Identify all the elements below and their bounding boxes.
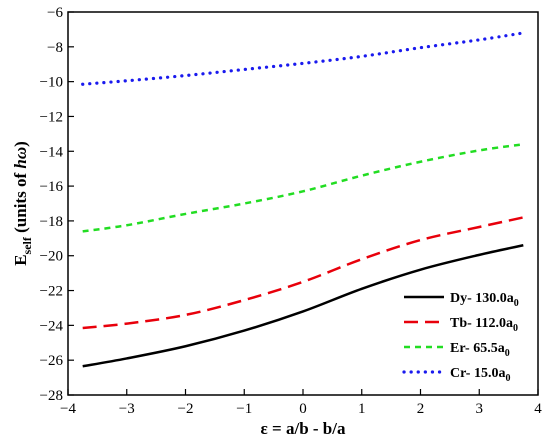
x-tick-label: 3 <box>476 401 484 417</box>
plot-marks <box>81 31 525 368</box>
y-tick-label: −18 <box>40 214 63 230</box>
y-axis-ticks: −28 −26 −24 −22 −20 −18 −16 −14 −12 −10 −8 −6 <box>40 5 74 404</box>
legend: Dy- 130.0a0 Tb- 112.0a0 Er- 65.5a0 Cr- 15.0… <box>402 291 519 384</box>
y-axis-title: Eself (units of hω) <box>11 141 34 266</box>
x-tick-label: 4 <box>534 401 542 417</box>
y-tick-label: −8 <box>47 40 63 56</box>
y-tick-label: −12 <box>40 109 63 125</box>
plot-frame <box>67 11 539 396</box>
y-tick-label: −24 <box>40 318 64 334</box>
x-axis-title: ε = a/b - b/a <box>261 419 346 438</box>
legend-label-2: Er- 65.5a0 <box>450 341 510 359</box>
y-tick-label: −26 <box>40 353 64 369</box>
y-tick-label: −20 <box>40 249 63 265</box>
y-tick-label: −14 <box>40 144 64 160</box>
series-line-3 <box>81 31 525 86</box>
y-axis-title-italic: hω <box>11 147 30 169</box>
legend-label-1: Tb- 112.0a0 <box>450 316 518 334</box>
legend-label-0: Dy- 130.0a0 <box>450 291 519 309</box>
x-tick-label: −3 <box>119 401 135 417</box>
x-tick-label: −2 <box>178 401 194 417</box>
y-tick-label: −16 <box>40 179 64 195</box>
y-axis-title-main: E <box>11 254 30 265</box>
x-tick-label: −4 <box>60 401 76 417</box>
y-tick-label: −22 <box>40 284 63 300</box>
series-line-0 <box>82 244 524 368</box>
legend-label-3: Cr- 15.0a0 <box>450 366 510 384</box>
x-tick-label: 1 <box>358 401 366 417</box>
y-tick-label: −10 <box>40 75 63 91</box>
y-axis-title-rest: (units of <box>11 169 30 237</box>
x-axis-ticks: −4 −3 −2 −1 0 1 2 3 4 <box>60 389 542 417</box>
x-tick-label: −1 <box>236 401 252 417</box>
y-tick-label: −6 <box>47 5 63 21</box>
y-tick-label: −28 <box>40 388 63 404</box>
series-line-2 <box>82 143 524 233</box>
x-tick-label: 0 <box>299 401 307 417</box>
x-tick-label: 2 <box>417 401 425 417</box>
y-axis-title-close: ) <box>11 141 30 147</box>
y-axis-title-sub: self <box>20 236 34 254</box>
